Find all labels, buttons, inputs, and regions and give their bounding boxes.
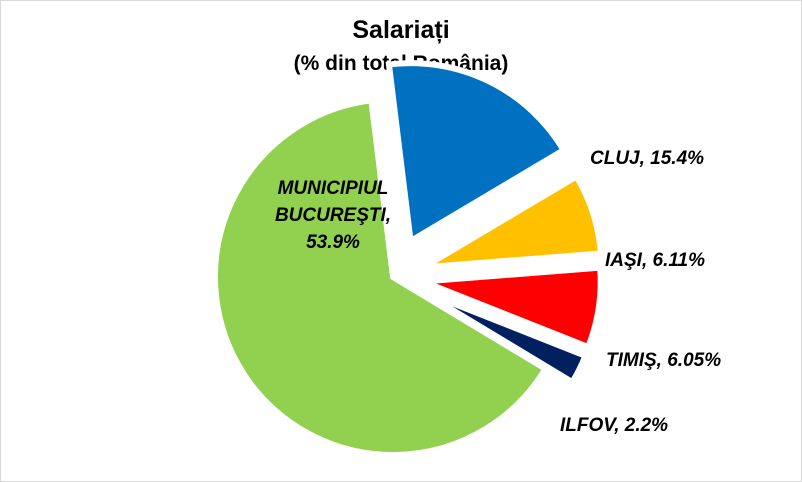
pie-slice-ilfov bbox=[418, 287, 590, 387]
chart-title: Salariați bbox=[352, 16, 450, 44]
pie-slice-municipiul-bucure-ti bbox=[212, 96, 550, 458]
pie-slice-timi- bbox=[421, 264, 604, 351]
slice-label-ia-i: IAŞI, 6.11% bbox=[605, 250, 705, 271]
slice-label-ilfov: ILFOV, 2.2% bbox=[560, 415, 668, 436]
slice-label-cluj: CLUJ, 15.4% bbox=[590, 148, 704, 169]
pie-slice-ia-i bbox=[421, 172, 605, 271]
slice-label-municipiul-bucure-ti: MUNICIPIUL BUCUREŞTI, 53.9% bbox=[275, 178, 391, 253]
slice-label-timi-: TIMIŞ, 6.05% bbox=[606, 350, 721, 371]
pie-slice-cluj bbox=[385, 60, 568, 247]
